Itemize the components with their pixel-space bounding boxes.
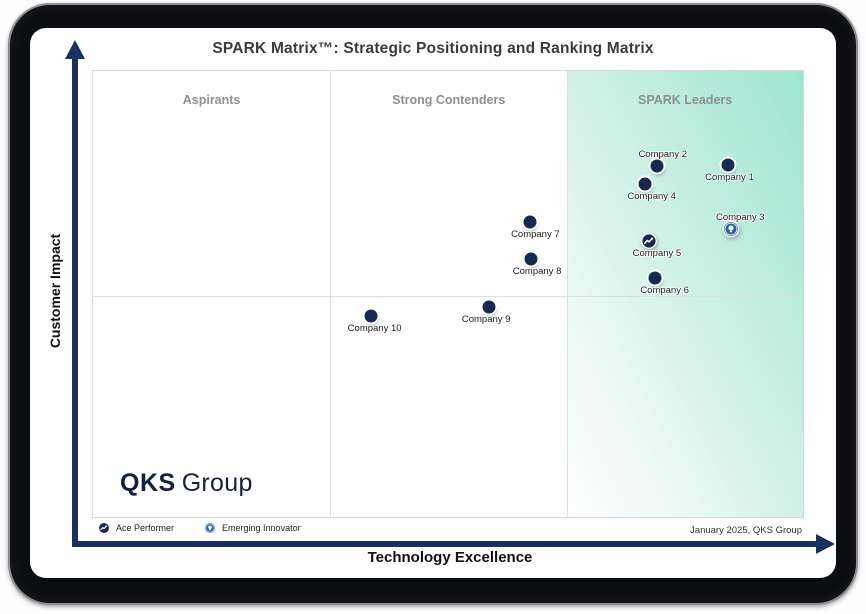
company-dot — [364, 309, 378, 323]
quadrant-label-strong-contenders: Strong Contenders — [392, 93, 506, 107]
company-dot — [721, 158, 735, 172]
x-axis — [72, 541, 818, 547]
company-label: Company 8 — [512, 266, 562, 278]
company-label: Company 2 — [638, 149, 688, 161]
legend: Ace Performer Emerging Innovator — [98, 522, 301, 534]
legend-label-ace-performer: Ace Performer — [116, 523, 175, 533]
logo-text-group: Group — [181, 469, 253, 497]
ace-performer-icon — [98, 522, 110, 534]
spark-leaders-gradient — [567, 71, 803, 517]
date-note: January 2025, QKS Group — [690, 525, 802, 536]
company-dot — [648, 271, 662, 285]
legend-label-emerging-innovator: Emerging Innovator — [222, 523, 301, 533]
company-dot — [638, 177, 652, 191]
grid-line-vertical — [330, 71, 332, 517]
quadrant-label-aspirants: Aspirants — [182, 93, 241, 107]
company-label: Company 3 — [715, 212, 765, 224]
y-axis — [72, 58, 78, 547]
company-label: Company 5 — [632, 248, 682, 260]
company-dot — [524, 252, 538, 266]
x-axis-label: Technology Excellence — [367, 549, 533, 566]
quadrant-label-spark-leaders: SPARK Leaders — [638, 93, 733, 107]
company-dot — [523, 215, 537, 229]
tablet-screen: SPARK Matrix™: Strategic Positioning and… — [30, 28, 836, 578]
qks-group-logo: QKS Group — [120, 469, 253, 498]
company-dot — [482, 300, 496, 314]
grid-line-vertical — [567, 71, 569, 517]
logo-text-qks: QKS — [120, 469, 176, 497]
legend-item-ace-performer: Ace Performer — [98, 522, 174, 534]
company-label: Company 9 — [461, 313, 511, 325]
company-label: Company 1 — [705, 171, 754, 183]
emerging-innovator-marker — [722, 221, 740, 238]
y-axis-label: Customer Impact — [47, 233, 63, 349]
tablet-frame: SPARK Matrix™: Strategic Positioning and… — [8, 3, 858, 605]
grid-line-horizontal — [93, 295, 803, 297]
company-label: Company 10 — [347, 322, 402, 334]
emerging-innovator-icon — [204, 522, 216, 534]
company-label: Company 7 — [511, 229, 560, 241]
legend-item-emerging-innovator: Emerging Innovator — [204, 522, 301, 534]
chart-title: SPARK Matrix™: Strategic Positioning and… — [212, 40, 654, 57]
company-dot — [650, 159, 664, 173]
y-axis-arrow-icon — [65, 40, 85, 59]
company-label: Company 6 — [640, 284, 689, 296]
ace-performer-marker — [641, 233, 657, 250]
x-axis-arrow-icon — [816, 534, 835, 554]
plot-area: Aspirants Strong Contenders SPARK Leader… — [92, 70, 804, 518]
company-label: Company 4 — [627, 191, 676, 203]
